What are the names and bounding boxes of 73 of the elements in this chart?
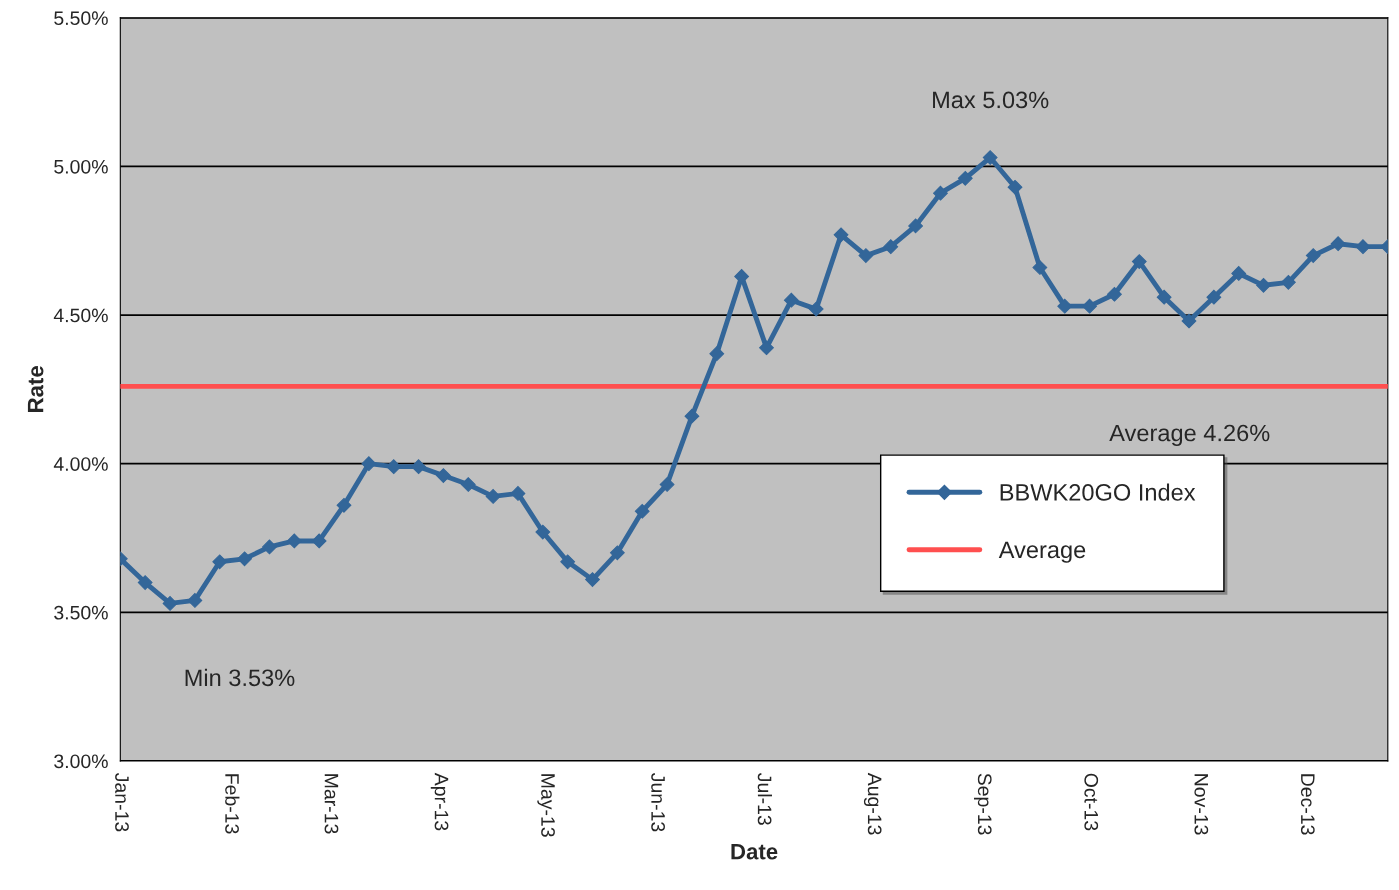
point [510,486,526,501]
point [1131,254,1147,269]
point [759,340,774,356]
point [1082,298,1097,314]
point [411,459,426,475]
point [659,477,675,492]
point [137,575,153,590]
x-tick-label: Apr-13 [430,772,449,831]
y-tick-label: 4.50% [53,308,108,323]
point [858,248,874,263]
y-axis-title: Rate [27,366,44,412]
point [883,239,899,255]
annotation: Min 3.53% [185,668,295,687]
point [436,468,451,483]
x-tick-label: Mar-13 [324,774,339,834]
point [485,488,501,504]
point [1330,236,1346,252]
x-axis-title: Date [731,843,778,860]
point [982,150,998,165]
point [1181,313,1197,329]
point [1231,266,1247,281]
point [311,533,327,549]
point [1107,286,1122,302]
point [560,554,576,570]
annotation: Max 5.03% [933,91,1049,109]
point [1305,248,1321,263]
y-tick-label: 4.00% [53,457,108,471]
point [460,477,476,492]
point [1057,298,1073,314]
point [908,218,923,234]
point [336,497,352,513]
point [709,346,725,362]
point [1032,260,1048,275]
y-tick-label: 5.50% [54,11,108,26]
point [187,593,203,608]
point [535,524,551,540]
legend-label: BBWK20GO Index [1000,483,1196,501]
point [162,596,178,611]
point [634,503,650,519]
point [1281,274,1296,290]
y-tick-label: 3.50% [54,605,108,620]
x-tick-label: Dec-13 [1300,774,1315,835]
point [212,554,228,570]
legend-label: Average [998,541,1086,563]
x-tick-label: Feb-13 [225,774,240,834]
point [808,301,824,317]
point [1007,179,1023,195]
x-tick-label: Jan-13 [115,773,129,832]
point [957,170,973,186]
point [361,456,377,472]
x-tick-label: Jun-13 [651,773,665,832]
y-tick-label: 3.00% [54,754,108,769]
x-tick-label: Aug-13 [863,772,882,835]
point [1156,289,1172,305]
point [585,572,600,588]
point [609,545,625,561]
point [833,227,849,243]
x-tick-label: Oct-13 [1084,773,1099,831]
point [1256,277,1271,293]
point [237,551,252,567]
x-tick-label: May-13 [537,774,555,837]
point [933,185,948,201]
x-tick-label: Nov-13 [1194,774,1209,835]
point [286,533,302,549]
point [262,539,277,555]
x-tick-label: Jul-13 [757,773,772,825]
point [1355,239,1371,255]
point [684,408,700,424]
point [1206,289,1222,305]
point [783,292,799,308]
x-tick-label: Sep-13 [974,773,992,835]
y-tick-label: 5.00% [54,159,108,174]
annotation: Average 4.26% [1109,424,1270,447]
